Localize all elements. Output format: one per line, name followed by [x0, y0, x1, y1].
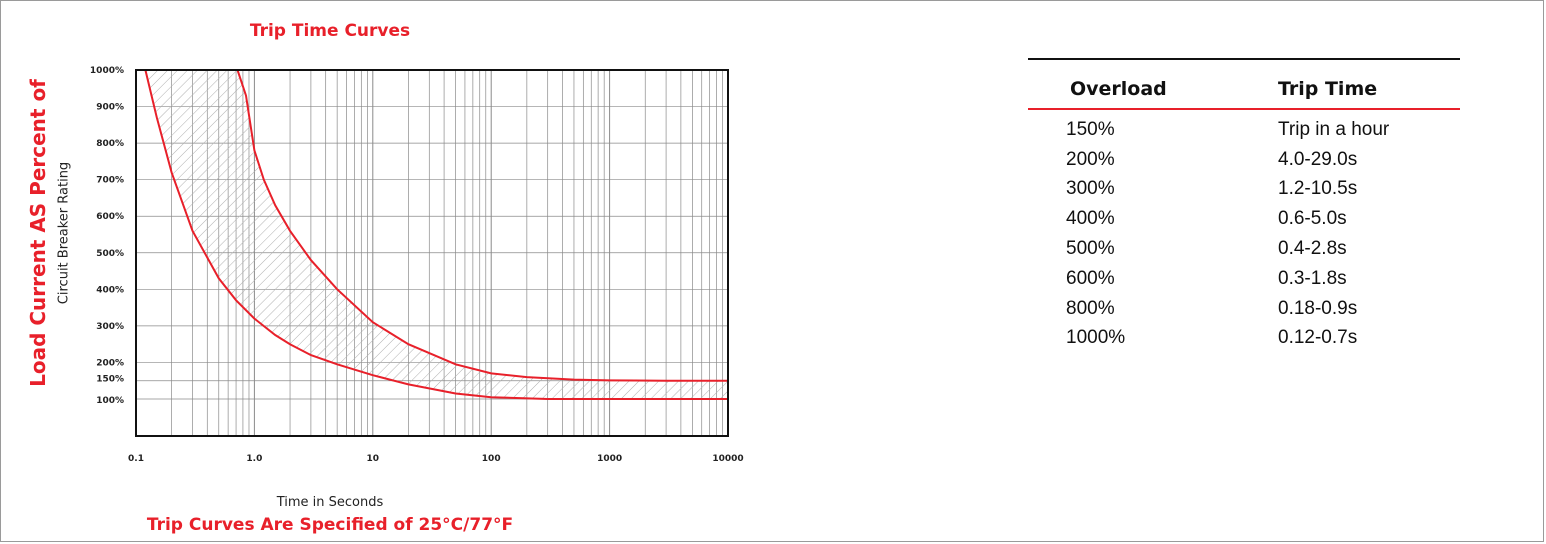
curve-layer: [144, 69, 728, 400]
trip-time-cell: 1.2-10.5s: [1278, 178, 1358, 200]
trip-time-cell: 0.18-0.9s: [1278, 297, 1358, 319]
table-row: 300% 1.2-10.5s: [1028, 175, 1460, 205]
trip-time-table: Overload Trip Time 150% Trip in a hour 200…: [1028, 58, 1460, 353]
overload-cell: 1000%: [1066, 327, 1126, 349]
x-axis-label: Time in Seconds: [276, 495, 384, 510]
chart-title: Trip Time Curves: [249, 21, 411, 41]
overload-cell: 600%: [1066, 267, 1115, 289]
overload-cell: 400%: [1066, 208, 1115, 230]
overload-cell: 200%: [1066, 148, 1115, 170]
y-tick-label: 900%: [96, 103, 124, 113]
y-tick-label: 150%: [96, 375, 124, 385]
lower-trip-curve: [144, 69, 728, 400]
overload-cell: 150%: [1066, 118, 1115, 140]
table-row: 150% Trip in a hour: [1028, 115, 1460, 145]
overload-cell: 300%: [1066, 178, 1115, 200]
y-tick-label: 700%: [96, 176, 124, 186]
x-tick-label: 10: [367, 454, 380, 464]
y-tick-label: 1000%: [90, 66, 124, 76]
x-tick-label: 100: [482, 454, 501, 464]
table-row: 1000% 0.12-0.7s: [1028, 324, 1460, 354]
shaded-band-layer: [145, 70, 728, 399]
table-body: 150% Trip in a hour 200% 4.0-29.0s 300% 1.2-1…: [1028, 115, 1460, 353]
upper-trip-curve: [236, 69, 728, 382]
trip-time-cell: 0.12-0.7s: [1278, 327, 1358, 349]
y-tick-label: 100%: [96, 396, 124, 406]
overload-cell: 500%: [1066, 238, 1115, 260]
table-row: 600% 0.3-1.8s: [1028, 264, 1460, 294]
plot-border: [135, 69, 729, 437]
y-tick-label: 500%: [96, 249, 124, 259]
trip-time-cell: 4.0-29.0s: [1278, 148, 1358, 170]
trip-curve-chart: 0.1 1.0 10 100 1000 10000 1000% 900% 800% 700% 600…: [90, 66, 744, 464]
axis-layer: [135, 69, 729, 437]
y-tick-label: 600%: [96, 212, 124, 222]
trip-band-shading: [145, 70, 728, 399]
trip-time-cell: Trip in a hour: [1278, 118, 1390, 140]
y-tick-label: 300%: [96, 322, 124, 332]
temperature-footnote: Trip Curves Are Specified of 25°C/77°F: [146, 515, 514, 535]
table-row: 500% 0.4-2.8s: [1028, 234, 1460, 264]
y-tick-label: 200%: [96, 358, 124, 368]
trip-time-cell: 0.3-1.8s: [1278, 267, 1347, 289]
table-row: 400% 0.6-5.0s: [1028, 204, 1460, 234]
table-row: 800% 0.18-0.9s: [1028, 294, 1460, 324]
y-tick-label: 800%: [96, 139, 124, 149]
table-header-row: Overload Trip Time: [1028, 60, 1460, 110]
tick-label-layer: 0.1 1.0 10 100 1000 10000 1000% 900% 800% 700% 600…: [90, 66, 744, 464]
table-row: 200% 4.0-29.0s: [1028, 145, 1460, 175]
x-tick-label: 1.0: [246, 454, 262, 464]
x-tick-label: 1000: [597, 454, 622, 464]
x-tick-label: 10000: [712, 454, 743, 464]
trip-time-cell: 0.4-2.8s: [1278, 238, 1347, 260]
x-tick-label: 0.1: [128, 454, 144, 464]
overload-cell: 800%: [1066, 297, 1115, 319]
trip-time-cell: 0.6-5.0s: [1278, 208, 1347, 230]
y-tick-label: 400%: [96, 285, 124, 295]
header-trip-time: Trip Time: [1278, 78, 1378, 100]
header-overload: Overload: [1070, 78, 1167, 100]
